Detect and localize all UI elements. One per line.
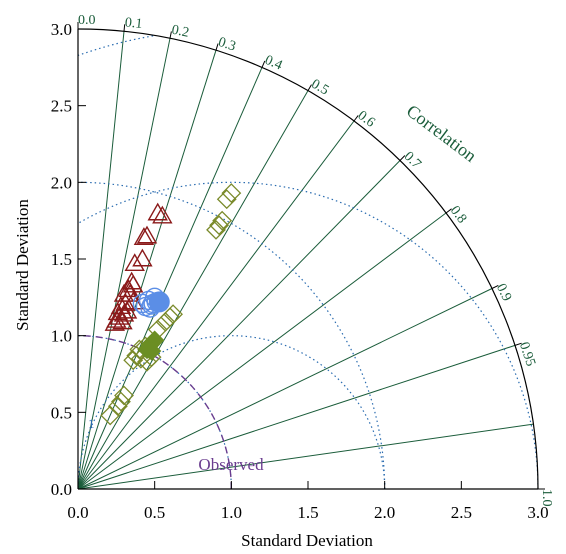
diamond-marker: [123, 350, 144, 371]
rms-contour: [78, 182, 538, 489]
correlation-tick: [514, 342, 522, 346]
correlation-tick: [215, 43, 219, 51]
correlation-tick-label: 0.0: [78, 13, 96, 28]
y-tick-label: 2.0: [51, 173, 72, 192]
correlation-line: [77, 67, 263, 490]
correlation-line: [77, 423, 534, 490]
correlation-tick-label: 0.95: [516, 340, 538, 368]
x-tick-label: 0.0: [67, 503, 88, 522]
correlation-line: [77, 90, 309, 490]
diamond-marker: [209, 215, 229, 236]
data-points-layer: [100, 183, 242, 426]
rms-contour: [78, 335, 386, 489]
correlation-tick-label: 0.1: [124, 15, 143, 32]
triangle-marker: [113, 283, 135, 302]
correlation-tick-label: 0.8: [447, 203, 470, 226]
diamond-marker-filled: [141, 341, 162, 361]
correlation-tick-label: 0.3: [216, 35, 237, 55]
y-tick-label: 2.5: [51, 97, 72, 116]
correlation-tick-label: 1.0: [539, 489, 554, 507]
correlation-tick-label: 0.9: [493, 282, 514, 304]
grid-layer: [77, 29, 538, 490]
y-tick-label: 0.5: [51, 403, 72, 422]
labels-layer: Standard Deviation Standard Deviation Co…: [13, 13, 554, 550]
correlation-tick: [353, 115, 359, 122]
correlation-tick-label: 0.7: [401, 149, 424, 172]
correlation-line: [77, 288, 493, 490]
triangle-marker: [147, 202, 168, 221]
correlation-tick: [123, 24, 126, 32]
triangle-marker: [115, 293, 136, 311]
x-tick-label: 0.5: [144, 503, 165, 522]
diamond-marker: [100, 405, 121, 426]
y-tick-label: 0.0: [51, 480, 72, 499]
correlation-line: [77, 212, 447, 490]
diamond-marker: [114, 385, 134, 406]
triangle-marker: [113, 303, 135, 322]
correlation-tick: [399, 155, 406, 161]
x-tick-label: 2.0: [374, 503, 395, 522]
triangle-marker: [104, 312, 126, 331]
axes-layer: [77, 22, 545, 490]
observed-label: Observed: [198, 455, 264, 474]
correlation-tick: [307, 84, 312, 91]
outer-arc: [77, 28, 539, 490]
y-tick-label: 3.0: [51, 20, 72, 39]
triangle-marker: [118, 279, 139, 298]
diamond-marker: [206, 219, 226, 240]
correlation-tick: [445, 208, 452, 214]
diamond-marker: [212, 210, 233, 231]
correlation-line: [77, 50, 217, 490]
correlation-line: [77, 120, 355, 490]
correlation-tick-label: 0.5: [309, 77, 332, 99]
correlation-line: [77, 344, 516, 490]
correlation-tick: [169, 31, 172, 39]
rms-contour-label: 1: [88, 416, 95, 431]
x-tick-label: 1.0: [221, 503, 242, 522]
diamond-marker: [221, 183, 242, 203]
y-tick-label: 1.5: [51, 250, 72, 269]
x-tick-label: 1.5: [297, 503, 318, 522]
std-arc: [77, 181, 386, 490]
correlation-tick: [491, 284, 499, 289]
diamond-marker: [107, 396, 128, 417]
y-tick-label: 1.0: [51, 327, 72, 346]
correlation-tick-label: 0.6: [355, 108, 378, 131]
x-tick-label: 2.5: [451, 503, 472, 522]
triangle-marker: [133, 227, 155, 245]
triangle-marker: [124, 253, 145, 272]
x-axis-title: Standard Deviation: [241, 531, 373, 550]
correlation-tick-label: 0.4: [262, 53, 284, 74]
triangle-marker: [116, 300, 138, 319]
triangle-marker: [152, 205, 173, 224]
x-tick-label: 3.0: [527, 503, 548, 522]
correlation-line: [77, 160, 401, 490]
triangle-marker: [132, 248, 153, 267]
y-axis-title: Standard Deviation: [13, 199, 32, 331]
diamond-marker: [111, 391, 131, 412]
diamond-marker: [216, 189, 237, 210]
correlation-tick: [261, 60, 266, 68]
circle-marker-filled: [148, 291, 170, 313]
correlation-line: [77, 38, 171, 490]
observed-arc: [77, 334, 233, 490]
correlation-tick-label: 0.2: [170, 23, 190, 41]
triangle-marker: [136, 225, 158, 244]
